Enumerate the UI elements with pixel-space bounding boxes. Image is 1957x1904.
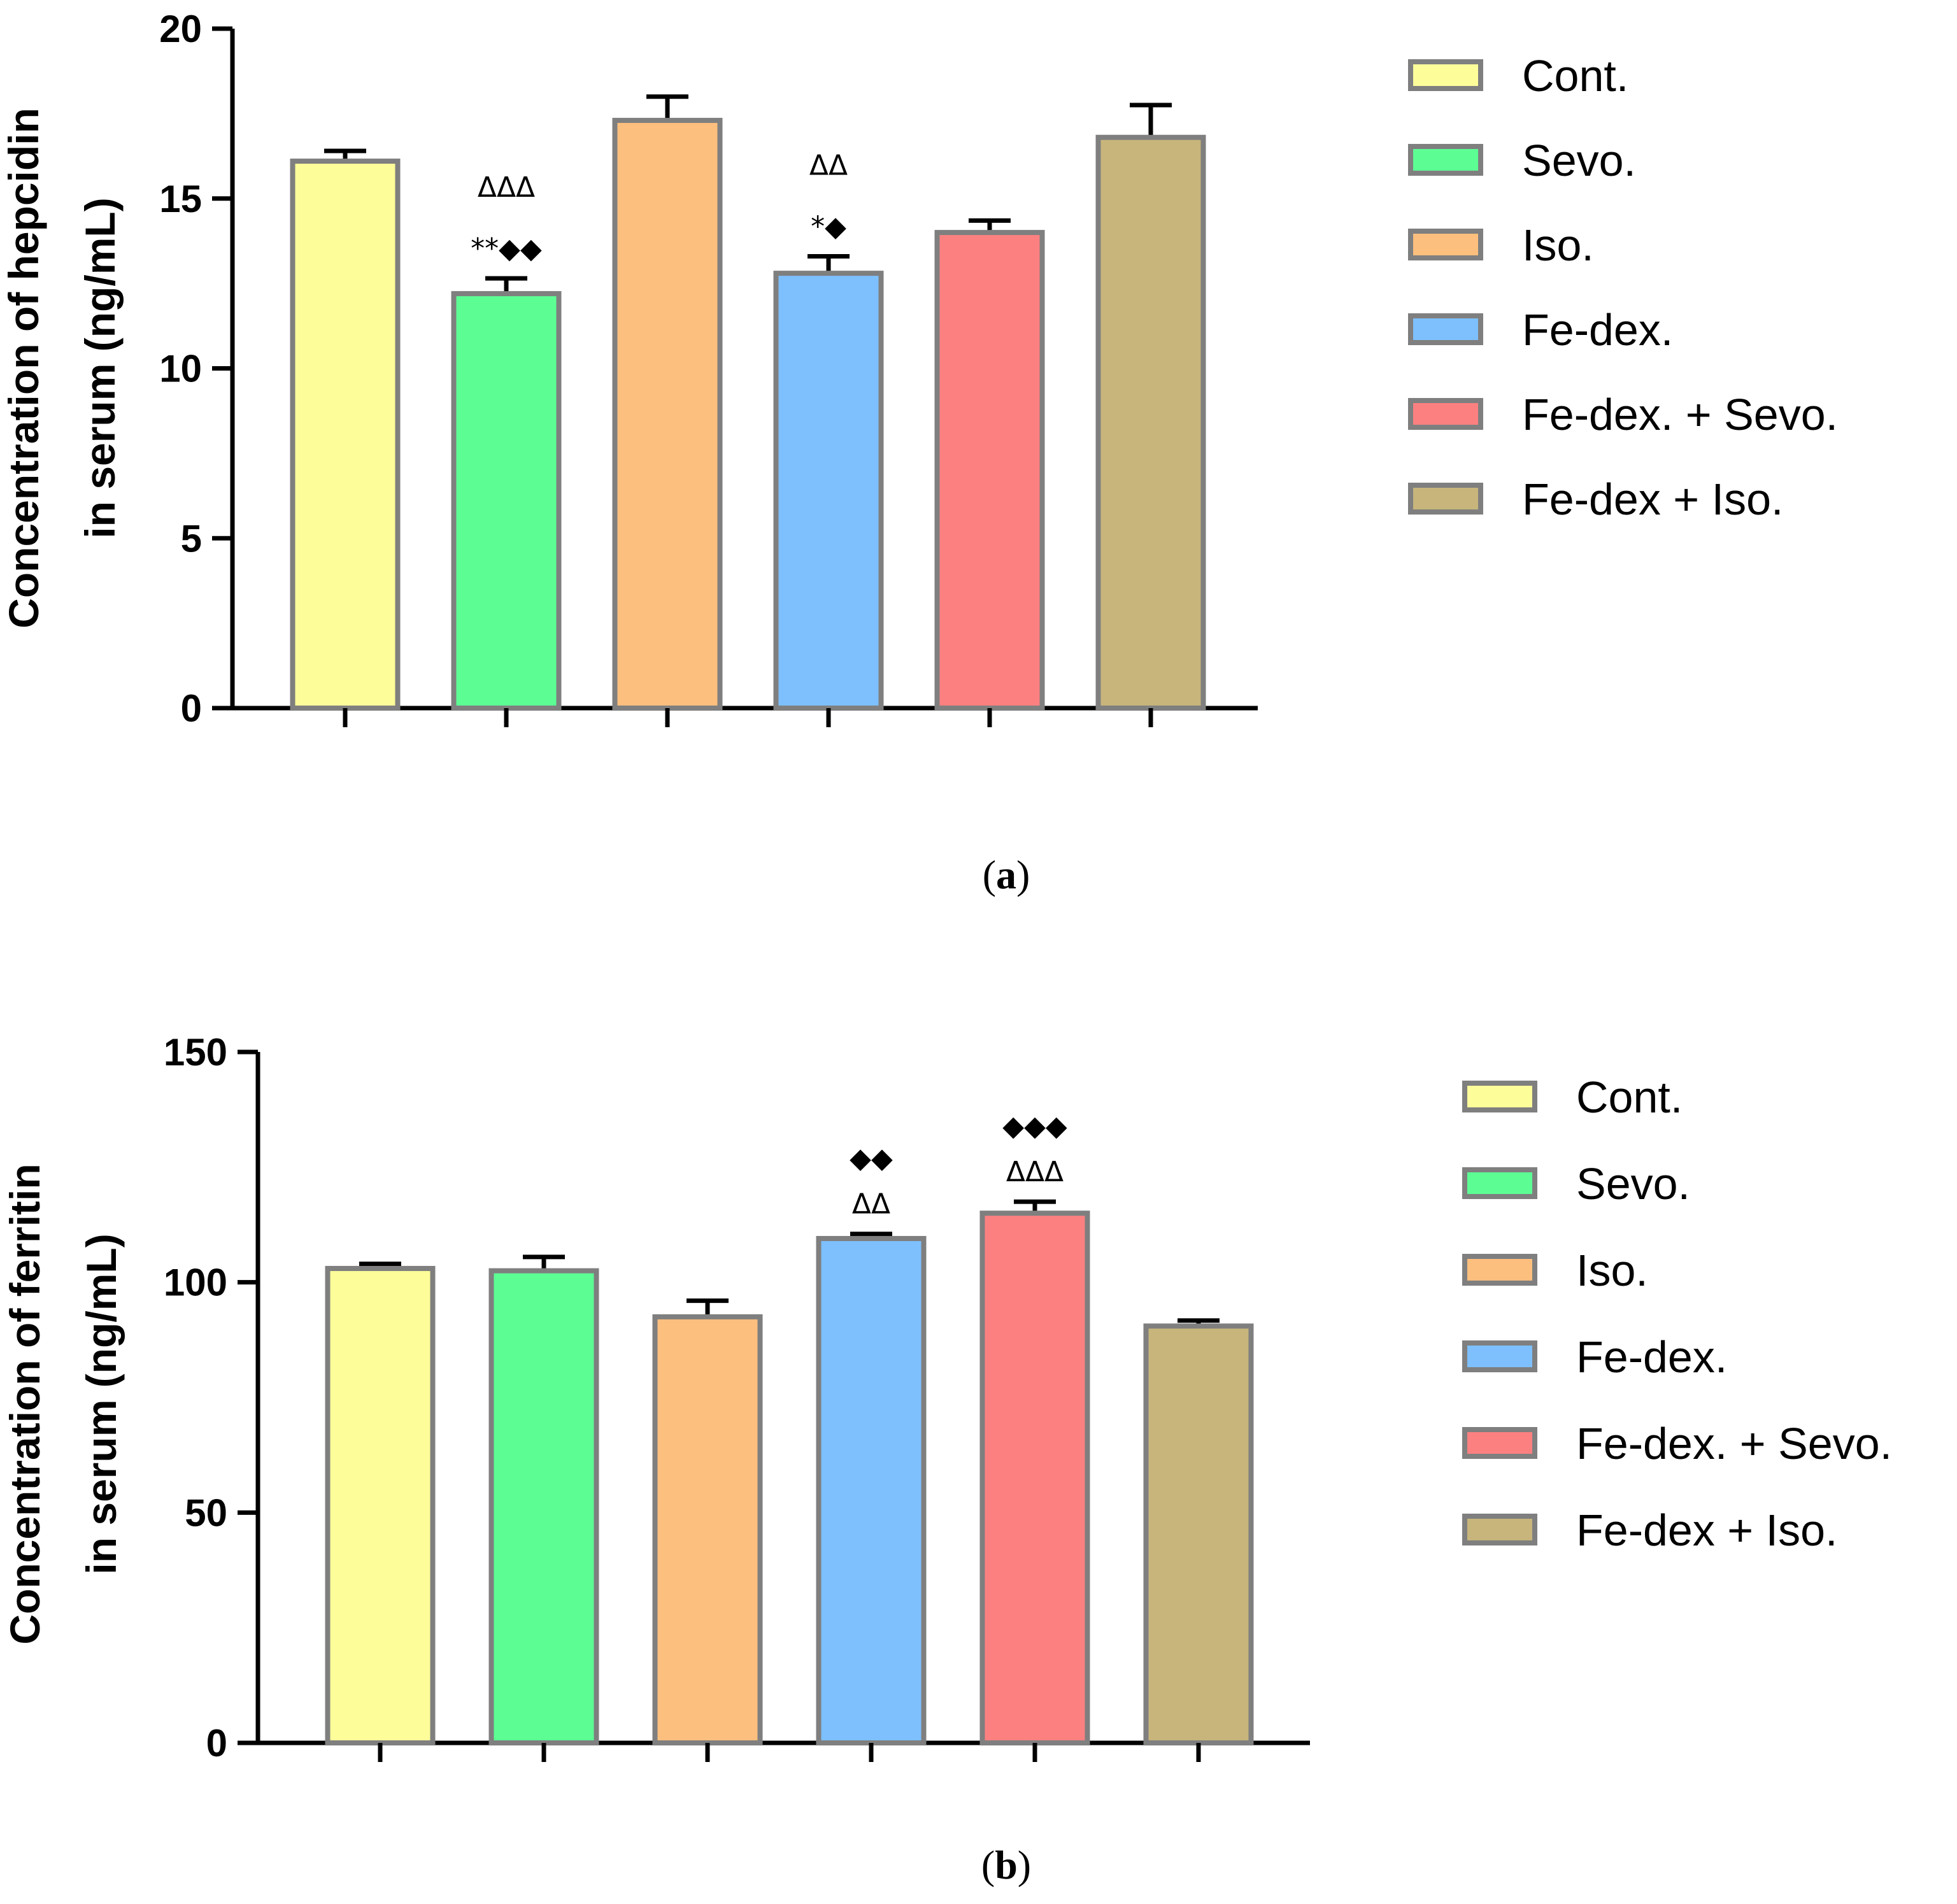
legend-label: Fe-dex. + Sevo. [1522, 390, 1838, 439]
significance-annotation: ΔΔΔ [1006, 1156, 1064, 1188]
y-tick-label: 15 [159, 178, 202, 220]
y-axis-title-line: Concentration of ferritin [1, 1163, 48, 1644]
legend-label: Fe-dex. [1522, 305, 1673, 355]
y-axis-title-line: in serum (ng/mL) [78, 1233, 125, 1574]
significance-annotation: ◆◆◆ [1002, 1110, 1067, 1142]
legend-swatch [1462, 1254, 1537, 1286]
bar [1095, 134, 1206, 711]
legend-label: Cont. [1576, 1072, 1683, 1122]
legend-label: Fe-dex. + Sevo. [1576, 1419, 1892, 1468]
legend-label: Cont. [1522, 51, 1628, 101]
y-tick-label: 0 [206, 1722, 227, 1765]
bar [451, 291, 562, 711]
legend-swatch [1408, 144, 1483, 176]
bar [488, 1268, 599, 1746]
bar [290, 159, 401, 711]
y-tick-label: 5 [181, 517, 202, 560]
panel-label: (a) [983, 852, 1030, 897]
legend-swatch [1462, 1340, 1537, 1372]
bar [934, 230, 1045, 711]
bar [816, 1235, 927, 1745]
panel-b-ferritin-chart: 0 50 100 150 Concentration of ferritin in ser… [1, 1031, 1892, 1887]
bar [652, 1314, 763, 1746]
legend-swatch [1462, 1514, 1537, 1545]
y-tick-label: 100 [164, 1261, 227, 1304]
panel-label: (b) [981, 1842, 1031, 1887]
bar [979, 1211, 1090, 1745]
legend-swatch [1408, 398, 1483, 430]
bar [1143, 1323, 1254, 1745]
significance-annotation: ΔΔΔ [478, 171, 535, 204]
y-tick-label: 10 [159, 348, 202, 390]
y-axis-title-line: in serum (ng/mL) [76, 197, 124, 538]
y-tick-label: 20 [159, 8, 202, 50]
y-tick-label: 150 [164, 1031, 227, 1074]
bar [325, 1265, 436, 1745]
significance-annotation: ◆◆ [850, 1142, 893, 1175]
legend-swatch [1408, 229, 1483, 260]
bar [773, 271, 884, 711]
legend-label: Iso. [1522, 220, 1594, 270]
y-axis-title-line: Concentration of hepcidin [0, 108, 47, 629]
legend-label: Fe-dex + Iso. [1576, 1505, 1837, 1555]
legend-swatch [1462, 1081, 1537, 1112]
legend-swatch [1408, 483, 1483, 515]
bar [612, 118, 723, 711]
legend-swatch [1408, 59, 1483, 91]
legend-swatch [1462, 1167, 1537, 1199]
panel-a-hepcidin-chart: 0 5 10 15 20 Concentration of hepcidin in seru… [0, 8, 1838, 897]
legend-label: Fe-dex. [1576, 1332, 1727, 1382]
legend-label: Iso. [1576, 1246, 1648, 1295]
y-tick-label: 50 [185, 1491, 227, 1534]
legend-swatch [1462, 1427, 1537, 1459]
legend-label: Sevo. [1576, 1159, 1690, 1209]
significance-annotation: ΔΔ [852, 1188, 890, 1221]
legend-label: Sevo. [1522, 136, 1636, 185]
significance-annotation: **◆◆ [471, 232, 542, 265]
significance-annotation: *◆ [811, 210, 846, 243]
y-tick-label: 0 [181, 687, 202, 730]
significance-annotation: ΔΔ [809, 149, 848, 181]
legend-swatch [1408, 313, 1483, 345]
legend-label: Fe-dex + Iso. [1522, 474, 1783, 524]
